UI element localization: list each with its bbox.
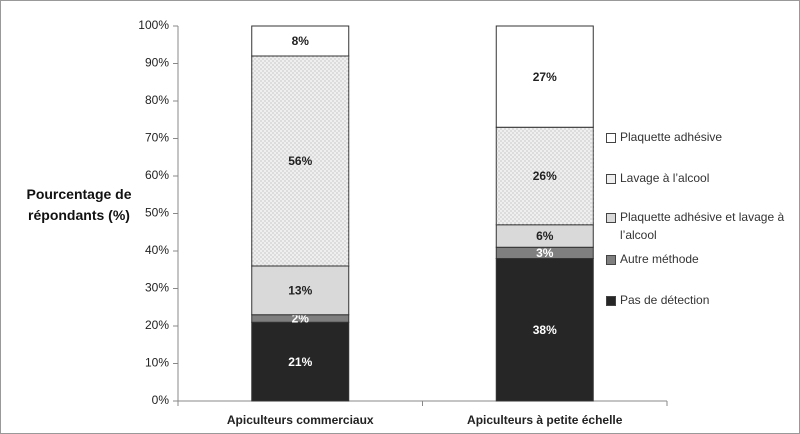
bar-segment <box>495 258 594 402</box>
bar-pattern <box>251 56 349 266</box>
bar-segment <box>495 25 594 128</box>
bar-segment <box>251 321 350 402</box>
legend-item: Plaquette adhésive et lavage à l’alcool <box>606 208 796 244</box>
legend-item: Autre méthode <box>606 250 796 268</box>
bar-segment <box>251 25 350 57</box>
value-label: 21% <box>288 355 312 369</box>
legend-label: Plaquette adhésive et lavage à l’alcool <box>620 210 785 242</box>
y-tick-label: 30% <box>145 281 169 295</box>
legend-label: Lavage à l’alcool <box>620 171 710 185</box>
legend-swatch <box>606 174 616 184</box>
value-label: 38% <box>533 323 557 337</box>
y-tick-label: 10% <box>145 356 169 370</box>
y-tick-label: 0% <box>152 393 170 407</box>
value-label: 13% <box>288 284 312 298</box>
value-label: 6% <box>536 229 554 243</box>
legend-item: Lavage à l’alcool <box>606 169 796 187</box>
y-axis-label: Pourcentage de répondants (%) <box>26 186 132 223</box>
y-tick-label: 100% <box>138 18 169 32</box>
value-label: 56% <box>288 154 312 168</box>
y-tick-label: 50% <box>145 206 169 220</box>
legend-label: Plaquette adhésive <box>620 130 723 144</box>
legend-label: Pas de détection <box>620 293 710 307</box>
y-tick-label: 40% <box>145 243 169 257</box>
value-label: 27% <box>533 70 557 84</box>
y-tick-label: 20% <box>145 318 169 332</box>
legend-swatch <box>606 213 616 223</box>
legend-swatch <box>606 255 616 265</box>
legend-label: Autre méthode <box>620 252 699 266</box>
legend-swatch <box>606 296 616 306</box>
y-tick-label: 60% <box>145 168 169 182</box>
x-tick-label: Apiculteurs à petite échelle <box>467 413 623 427</box>
value-label: 3% <box>536 246 554 260</box>
legend-item: Plaquette adhésive <box>606 128 796 146</box>
y-tick-label: 90% <box>145 56 169 70</box>
value-label: 8% <box>292 34 310 48</box>
legend-swatch <box>606 133 616 143</box>
x-tick-label: Apiculteurs commerciaux <box>227 413 374 427</box>
bar-pattern <box>496 127 594 225</box>
y-tick-label: 80% <box>145 93 169 107</box>
legend-item: Pas de détection <box>606 291 796 309</box>
value-label: 26% <box>533 169 557 183</box>
y-tick-label: 70% <box>145 131 169 145</box>
